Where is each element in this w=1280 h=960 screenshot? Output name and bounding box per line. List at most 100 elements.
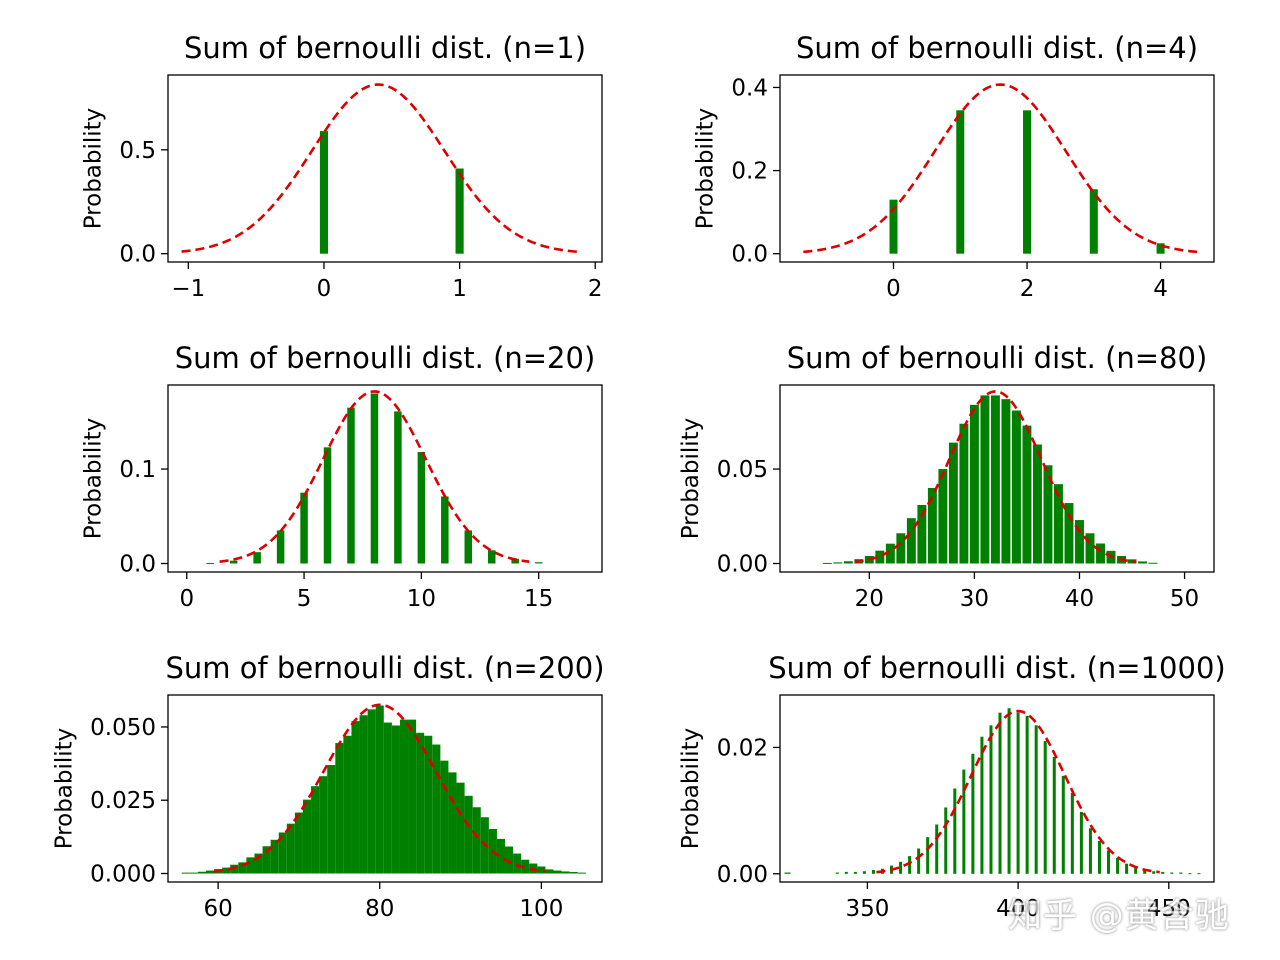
histogram-bar — [835, 872, 839, 874]
histogram-bar — [294, 812, 303, 874]
histogram-bar — [351, 721, 360, 874]
histogram-bar — [206, 563, 214, 565]
axes-frame — [167, 384, 603, 573]
x-tick-label: 15 — [524, 586, 553, 612]
histogram-bar — [370, 393, 379, 564]
histogram-bar — [230, 864, 239, 874]
subplot-2: 0 2 4 0.0 0.2 0.4 Sum of bernoulli dist. (n=4)… — [693, 31, 1215, 302]
x-tick-label: 0 — [886, 276, 901, 302]
histogram-bar — [577, 872, 586, 874]
histogram-bar — [938, 469, 948, 564]
histogram-bar — [1148, 562, 1158, 564]
histogram-bar — [1197, 873, 1201, 875]
histogram-bar — [871, 869, 875, 874]
x-tick-label: −1 — [171, 276, 205, 302]
x-tick-label: 10 — [407, 586, 436, 612]
y-axis-label: Probability — [693, 108, 719, 230]
histogram-bar — [989, 725, 993, 874]
watermark: 知乎 @黄含驰 — [1008, 896, 1230, 936]
histogram-bar — [319, 776, 328, 874]
histogram-bar — [1096, 543, 1105, 564]
histogram-bar — [1007, 708, 1011, 874]
histogram-bar — [956, 110, 965, 254]
histogram-bar — [1089, 189, 1098, 254]
histogram-bar — [347, 407, 355, 564]
histogram-bar — [1127, 559, 1137, 564]
histogram-bar — [1116, 857, 1120, 874]
histogram-bar — [896, 533, 906, 564]
histogram-bar — [1125, 863, 1129, 874]
histogram-bar — [455, 168, 464, 254]
histogram-bar — [1107, 850, 1111, 874]
histogram-bar — [375, 705, 384, 874]
histogram-bar — [1064, 503, 1074, 564]
histogram-bar — [1032, 444, 1042, 564]
histogram-bar — [456, 782, 465, 874]
histogram-bar — [521, 859, 530, 874]
histogram-bar — [319, 131, 329, 254]
histogram-bar — [1138, 561, 1148, 564]
plot-area — [206, 390, 543, 565]
x-tick-label: 40 — [1065, 586, 1094, 612]
normal-curve — [854, 390, 1137, 564]
histogram-bar — [432, 744, 441, 874]
histogram-bar — [383, 722, 392, 874]
chart-title: Sum of bernoulli dist. (n=200) — [165, 651, 604, 685]
histogram-bar — [472, 807, 481, 874]
histogram-bar — [1025, 715, 1029, 874]
histogram-bar — [335, 743, 344, 874]
histogram-bar — [917, 848, 921, 874]
histogram-bar — [1011, 410, 1021, 564]
subplot-3: 0 5 10 15 0.0 0.1 Sum of bernoulli dist. (n=20… — [81, 341, 603, 612]
y-axis-label: Probability — [81, 418, 107, 540]
x-tick-label: 60 — [203, 896, 232, 922]
y-tick-label: 0.4 — [731, 75, 768, 101]
histogram-bar — [464, 530, 473, 564]
histogram-bar — [787, 872, 791, 874]
histogram-bar — [302, 799, 312, 874]
histogram-bar — [254, 853, 263, 874]
y-axis-label: Probability — [678, 418, 704, 540]
histogram-bar — [833, 562, 843, 564]
histogram-bar — [569, 872, 578, 874]
histogram-bar — [278, 832, 287, 874]
histogram-bar — [440, 760, 449, 874]
histogram-bar — [862, 871, 866, 874]
histogram-bar — [962, 769, 966, 874]
histogram-bar — [513, 853, 522, 874]
histogram-bar — [367, 709, 376, 874]
histogram-bar — [784, 872, 788, 874]
histogram-bar — [417, 452, 426, 564]
y-axis-label: Probability — [52, 728, 78, 850]
histogram-bar — [1001, 399, 1011, 564]
histogram-bar — [229, 560, 238, 564]
histogram-bar — [311, 786, 320, 874]
normal-curve — [181, 83, 582, 254]
histogram-bar — [286, 823, 295, 874]
y-axis-label: Probability — [81, 108, 107, 230]
histogram-bar — [1143, 869, 1147, 874]
histogram-bar — [391, 725, 400, 874]
histogram-bar — [927, 487, 937, 564]
histogram-bar — [1034, 725, 1038, 874]
histogram-bar — [464, 795, 473, 874]
histogram-bar — [424, 735, 433, 874]
axes-frame — [779, 384, 1215, 573]
y-tick-label: 0.00 — [717, 552, 768, 578]
histogram-bar — [1043, 465, 1053, 564]
y-axis-label: Probability — [678, 728, 704, 850]
histogram-bar — [959, 423, 969, 564]
histogram-bar — [844, 871, 848, 874]
axes-frame — [167, 694, 603, 883]
histogram-bar — [197, 871, 206, 874]
y-tick-label: 0.0 — [731, 242, 768, 268]
histogram-bar — [511, 558, 519, 564]
histogram-bar — [885, 543, 895, 564]
histogram-bar — [935, 824, 939, 874]
histogram-bar — [944, 807, 948, 874]
y-tick-label: 0.0 — [119, 242, 156, 268]
x-tick-label: 30 — [960, 586, 989, 612]
histogram-bar — [1016, 712, 1020, 874]
y-tick-label: 0.00 — [717, 862, 768, 888]
x-tick-label: 1 — [452, 276, 467, 302]
